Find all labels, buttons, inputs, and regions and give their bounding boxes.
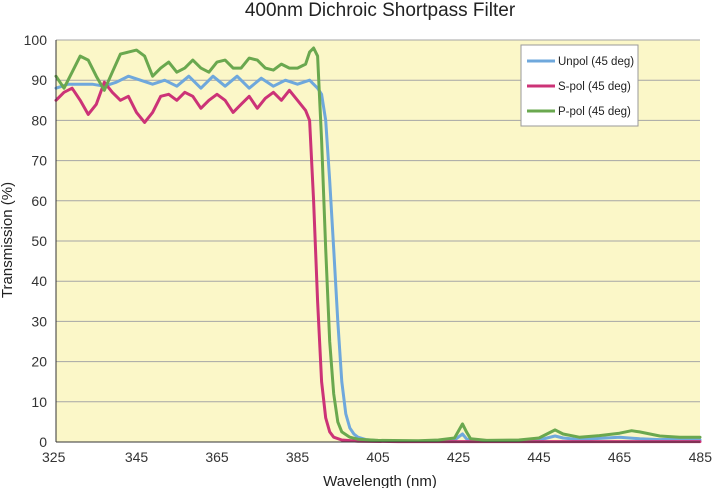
legend-label: S-pol (45 deg): [558, 81, 631, 93]
y-tick-label: 0: [39, 434, 47, 450]
y-tick-label: 90: [31, 72, 47, 88]
y-tick-label: 30: [31, 313, 47, 329]
x-tick-label: 465: [608, 449, 632, 465]
y-tick-label: 40: [31, 273, 47, 289]
y-tick-label: 10: [31, 394, 47, 410]
y-axis-ticks: 0 10 20 30 40 50 60 70 80 90 100: [24, 32, 48, 450]
legend: Unpol (45 deg) S-pol (45 deg) P-pol (45 de…: [520, 44, 639, 127]
legend-label: Unpol (45 deg): [558, 56, 634, 68]
series-line: [54, 46, 702, 443]
y-tick-label: 100: [24, 32, 48, 48]
y-tick-label: 20: [31, 354, 47, 370]
chart-title: 400nm Dichroic Shortpass Filter: [245, 0, 516, 21]
x-tick-label: 485: [689, 449, 712, 465]
x-tick-label: 445: [527, 449, 551, 465]
x-axis-label: Wavelength (nm): [323, 473, 437, 488]
x-tick-label: 425: [447, 449, 471, 465]
y-tick-label: 50: [31, 233, 47, 249]
series-line: [54, 80, 702, 444]
y-tick-label: 60: [31, 193, 47, 209]
y-axis-label: Transmission (%): [0, 182, 16, 298]
x-tick-label: 325: [42, 449, 66, 465]
x-tick-label: 365: [205, 449, 229, 465]
series-line: [54, 74, 702, 443]
y-tick-label: 80: [31, 112, 47, 128]
x-tick-label: 345: [125, 449, 149, 465]
x-tick-label: 405: [366, 449, 390, 465]
legend-label: P-pol (45 deg): [558, 106, 631, 118]
series-lines: [54, 46, 702, 444]
x-axis-ticks: 325 345 365 385 405 425 445 465 485: [42, 449, 712, 465]
y-tick-label: 70: [31, 153, 47, 169]
x-tick-label: 385: [286, 449, 310, 465]
